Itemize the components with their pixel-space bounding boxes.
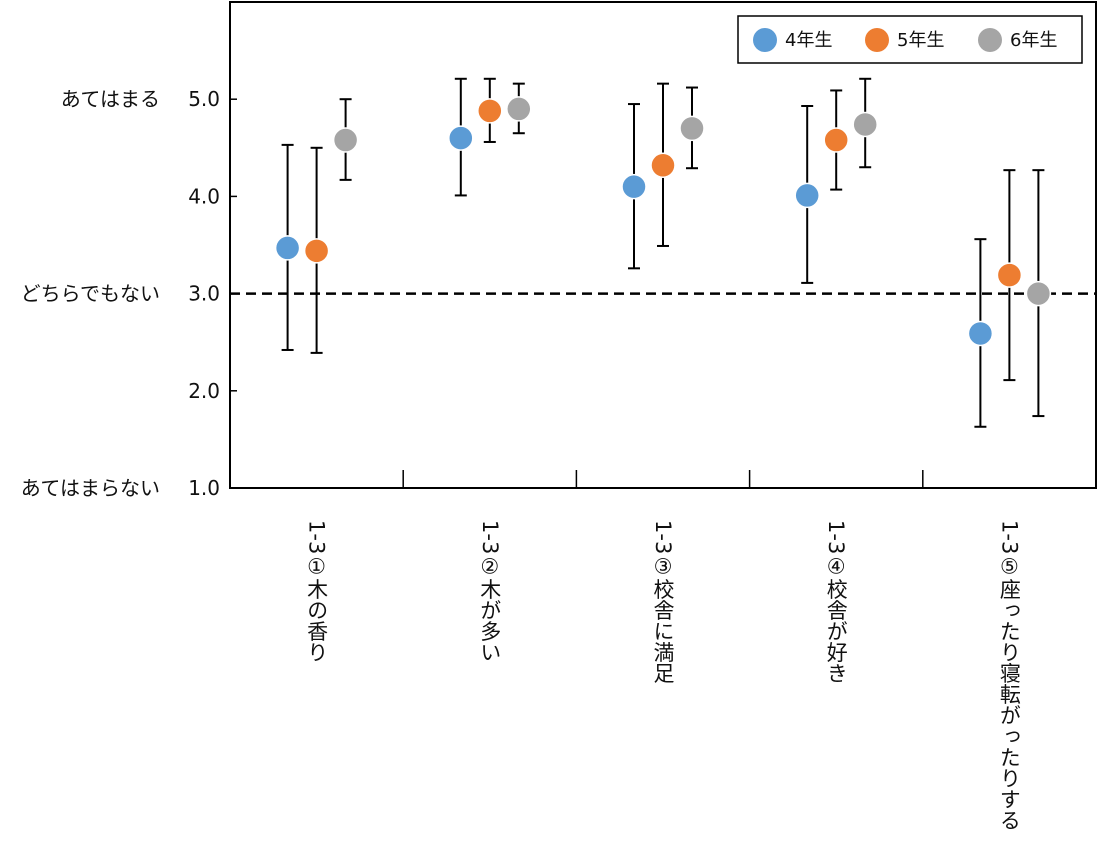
y-anchor-label: どちらでもない <box>21 282 160 306</box>
data-point <box>679 115 705 142</box>
y-tick-label: 1.0 <box>188 476 220 500</box>
y-anchor-label: あてはまる <box>61 87 160 111</box>
legend-label: 4年生 <box>785 30 832 51</box>
category-label: 1-3①木の香り <box>305 520 329 662</box>
y-anchor-label: あてはまらない <box>21 476 160 500</box>
data-point <box>477 98 503 124</box>
data-point <box>621 173 647 200</box>
y-tick-label: 5.0 <box>188 87 220 111</box>
data-point <box>996 262 1023 288</box>
legend-box <box>737 15 1083 64</box>
y-tick-label: 3.0 <box>188 282 220 306</box>
category-label: 1-3⑤座ったり寝転がったりする <box>997 520 1021 830</box>
data-point <box>448 125 474 151</box>
series-2 <box>303 77 1023 382</box>
data-point <box>332 127 359 153</box>
data-point <box>794 182 820 209</box>
legend-marker <box>978 28 1002 52</box>
data-point <box>650 152 676 179</box>
data-point <box>274 235 301 261</box>
data-point <box>967 320 994 347</box>
series-layer <box>274 77 1052 428</box>
legend-marker <box>865 28 889 52</box>
data-point <box>852 111 878 138</box>
plot-frame <box>229 1 1097 489</box>
series-1 <box>274 77 994 428</box>
legend: 4年生 5年生 6年生 <box>737 15 1083 64</box>
legend-label: 5年生 <box>897 30 944 51</box>
category-label: 1-3②木が多い <box>478 520 502 662</box>
category-label: 1-3③校舎に満足 <box>651 520 675 684</box>
x-axis: 1-3①木の香り 1-3②木が多い 1-3③校舎に満足 1-3④校舎が好き 1-3⑤座っ… <box>305 470 1021 830</box>
data-point <box>823 127 849 153</box>
data-point <box>303 238 330 264</box>
series-3 <box>332 77 1052 418</box>
category-label: 1-3④校舎が好き <box>824 520 848 683</box>
data-point <box>506 96 532 122</box>
legend-label: 6年生 <box>1010 30 1057 51</box>
legend-marker <box>753 28 777 52</box>
y-tick-label: 2.0 <box>188 379 220 403</box>
data-point <box>1025 280 1052 307</box>
y-tick-label: 4.0 <box>188 184 220 208</box>
